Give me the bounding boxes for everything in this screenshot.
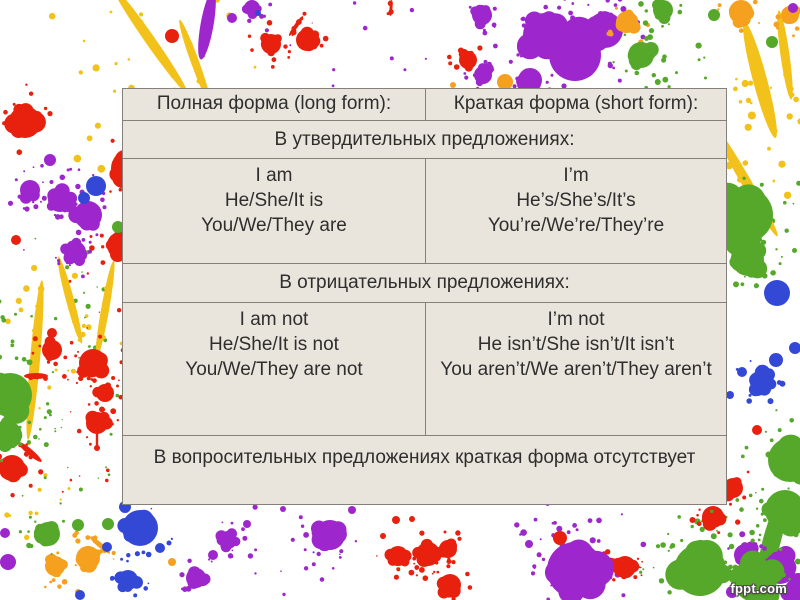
form-line: I’m not [547, 309, 605, 330]
form-line: I am [255, 165, 293, 186]
form-line: He isn’t/She isn’t/It isn’t [477, 334, 675, 355]
form-line: You’re/We’re/They’re [487, 215, 665, 236]
negative-short-forms-cell: I’m not He isn’t/She isn’t/It isn’t You … [426, 303, 726, 435]
affirmative-long-forms-cell: I am He/She/It is You/We/They are [123, 159, 426, 263]
negative-long-forms-cell: I am not He/She/It is not You/We/They ar… [123, 303, 426, 435]
header-cell-long-form: Полная форма (long form): [123, 89, 426, 120]
form-line: You/We/They are [201, 215, 347, 236]
watermark-fppt: fppt.com [730, 581, 787, 596]
affirmative-short-forms-cell: I’m He’s/She’s/It’s You’re/We’re/They’re [426, 159, 726, 263]
affirmative-forms-row: I am He/She/It is You/We/They are I’m He… [123, 159, 726, 264]
table-header-row: Полная форма (long form): Краткая форма … [123, 89, 726, 121]
form-line: You/We/They are not [185, 359, 363, 380]
form-line: He’s/She’s/It’s [516, 190, 636, 211]
form-line: I am not [239, 309, 309, 330]
header-cell-short-form: Краткая форма (short form): [453, 93, 699, 114]
form-line: I’m [563, 165, 589, 186]
section-title-negative: В отрицательных предложениях: [123, 264, 726, 303]
section-title-affirmative: В утвердительных предложениях: [123, 121, 726, 159]
grammar-forms-table: Полная форма (long form): Краткая форма … [122, 88, 727, 505]
form-line: You aren’t/We aren’t/They aren’t [440, 359, 712, 380]
form-line: He/She/It is [224, 190, 324, 211]
form-line: He/She/It is not [209, 334, 339, 355]
interrogative-note-row: В вопросительных предложениях краткая фо… [153, 447, 696, 468]
negative-forms-row: I am not He/She/It is not You/We/They ar… [123, 303, 726, 436]
